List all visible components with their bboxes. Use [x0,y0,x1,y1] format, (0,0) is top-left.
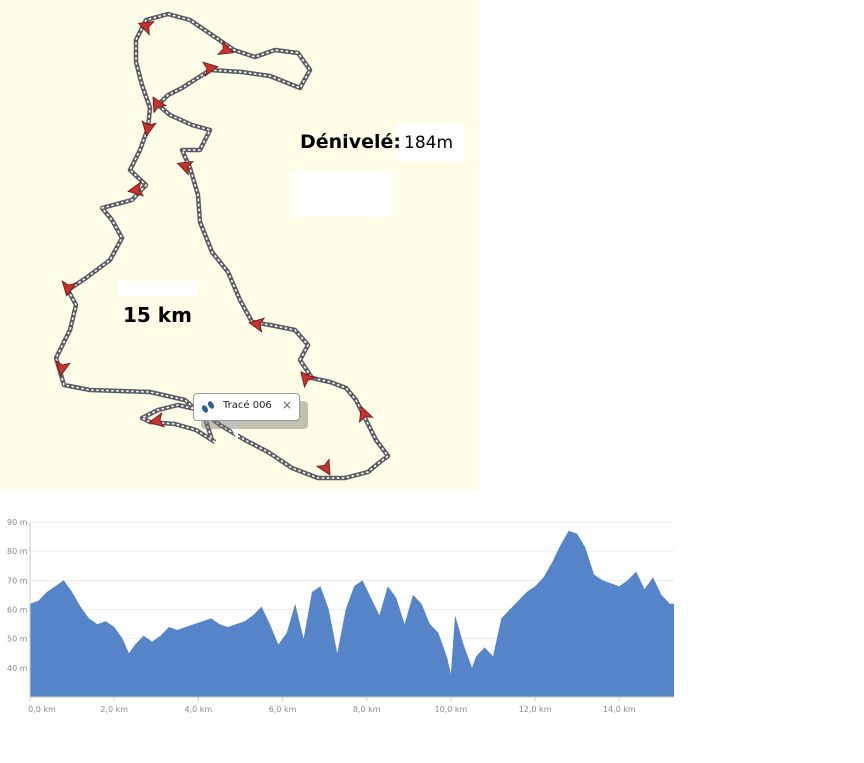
x-tick-label: 8,0 km [353,705,381,714]
track-popup[interactable]: Tracé 006 × [193,393,300,421]
direction-arrow-icon [201,61,219,77]
direction-arrow-icon [315,458,331,476]
direction-arrow-icon [137,20,156,36]
elevation-value-box [396,124,464,162]
direction-arrow-icon [216,40,235,56]
popup-title: Tracé 006 [223,400,272,411]
popup-pointer [226,419,238,441]
x-tick-label: 2,0 km [100,705,128,714]
y-axis-ticks: 40 m 50 m 60 m 70 m 80 m 90 m [7,518,28,673]
direction-arrow-icon [55,359,71,377]
distance-label: 15 km [123,303,192,327]
elevation-area [30,530,674,697]
map-panel[interactable]: Dénivelé: 184m 15 km Tracé 006 × [0,0,479,490]
direction-arrow-icon [248,317,266,333]
direction-arrow-icon [176,160,195,176]
direction-arrow-icon [127,181,145,197]
y-tick-label: 50 m [7,635,28,644]
close-icon[interactable]: × [282,398,293,412]
direction-arrow-icon [141,119,157,137]
direction-arrow-icon [61,279,77,297]
x-axis-ticks: 0,0 km 2,0 km 4,0 km 6,0 km 8,0 km 10,0 km 12,… [28,697,636,714]
x-tick-label: 4,0 km [185,705,213,714]
y-tick-label: 80 m [7,547,28,556]
y-tick-label: 70 m [7,576,28,585]
direction-arrow-icon [358,405,374,424]
x-tick-label: 14,0 km [603,705,636,714]
x-tick-label: 0,0 km [28,705,56,714]
footprints-icon [201,401,215,413]
blank-label-box [290,172,392,217]
elevation-gain-value: 184m [404,133,454,153]
x-tick-label: 6,0 km [269,705,297,714]
elevation-chart: 40 m 50 m 60 m 70 m 80 m 90 m 0,0 km 2,0 km 4,0… [7,518,674,714]
route-track [53,11,391,481]
direction-arrow-icon [152,96,168,114]
x-tick-label: 10,0 km [435,705,468,714]
direction-arrow-icon [148,412,166,428]
elevation-gain-label: Dénivelé: [300,131,401,153]
direction-arrow-icon [300,371,317,389]
x-tick-label: 12,0 km [519,705,552,714]
y-tick-label: 60 m [7,606,28,615]
y-tick-label: 40 m [7,664,28,673]
y-tick-label: 90 m [7,518,28,527]
blank-label-box-small [118,281,198,296]
